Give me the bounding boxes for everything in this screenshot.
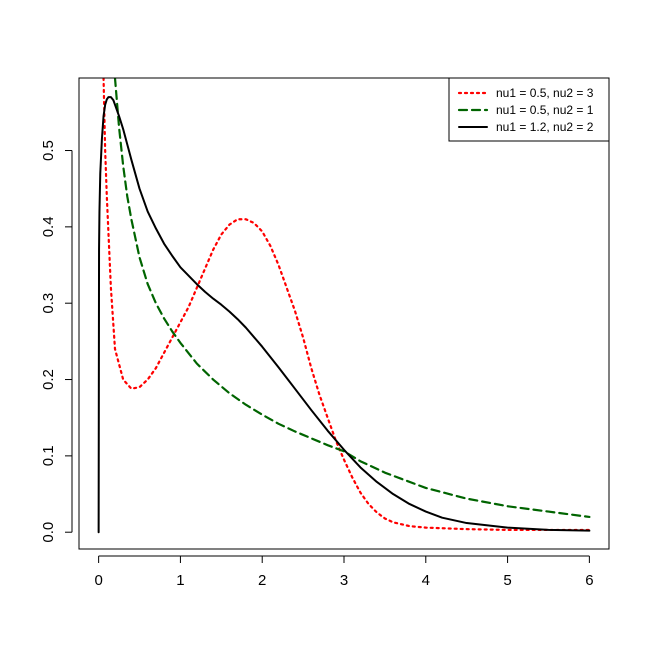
series-line-2 bbox=[113, 78, 591, 519]
y-tick-label: 0.3 bbox=[40, 293, 57, 314]
x-axis: 0 1 2 3 4 5 6 bbox=[94, 555, 594, 589]
x-tick-label: 4 bbox=[422, 572, 430, 589]
y-tick-label: 0.2 bbox=[40, 369, 57, 390]
series-layer bbox=[97, 78, 591, 534]
legend: nu1 = 0.5, nu2 = 3 nu1 = 0.5, nu2 = 1 nu1 … bbox=[448, 77, 610, 142]
y-tick-label: 0.1 bbox=[40, 445, 57, 466]
plot-frame bbox=[78, 77, 610, 550]
x-tick-label: 3 bbox=[340, 572, 348, 589]
legend-label: nu1 = 1.2, nu2 = 2 bbox=[496, 120, 594, 134]
y-axis: 0.0 0.1 0.2 0.3 0.4 0.5 bbox=[40, 140, 73, 543]
x-tick-label: 6 bbox=[585, 572, 593, 589]
series-line-3 bbox=[97, 96, 591, 534]
x-tick-label: 5 bbox=[503, 572, 511, 589]
y-tick-label: 0.5 bbox=[40, 140, 57, 161]
legend-label: nu1 = 0.5, nu2 = 1 bbox=[496, 103, 594, 117]
x-tick-label: 1 bbox=[176, 572, 184, 589]
y-tick-label: 0.0 bbox=[40, 522, 57, 543]
x-tick-label: 0 bbox=[94, 572, 102, 589]
y-tick-label: 0.4 bbox=[40, 216, 57, 237]
legend-label: nu1 = 0.5, nu2 = 3 bbox=[496, 86, 594, 100]
x-tick-label: 2 bbox=[258, 572, 266, 589]
